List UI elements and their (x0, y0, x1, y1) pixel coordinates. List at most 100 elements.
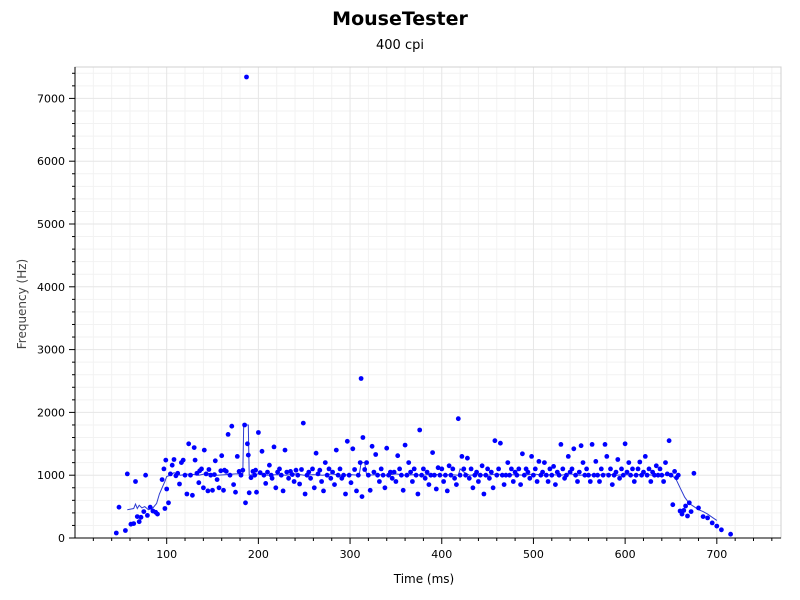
x-tick-label: 600 (615, 548, 636, 561)
data-point (672, 469, 677, 474)
data-point (141, 509, 147, 514)
data-point (510, 479, 516, 484)
data-point (315, 471, 321, 477)
data-point (203, 471, 209, 477)
data-point (516, 466, 522, 472)
data-point (408, 469, 413, 475)
data-point (488, 469, 494, 475)
data-point (452, 475, 457, 481)
data-point (630, 466, 635, 472)
data-point (182, 472, 188, 478)
data-point (624, 469, 630, 475)
data-point (400, 487, 406, 493)
data-point (359, 494, 365, 499)
data-point (302, 491, 308, 497)
data-point (465, 455, 470, 461)
data-point (598, 466, 604, 472)
data-point (439, 466, 445, 472)
data-point (335, 472, 341, 478)
data-point (233, 489, 238, 495)
data-point (205, 488, 211, 494)
data-point (313, 450, 319, 456)
data-point (319, 479, 324, 484)
data-point (549, 472, 555, 478)
data-point (362, 467, 368, 472)
data-point (344, 438, 350, 444)
data-point (295, 472, 301, 478)
data-point (350, 446, 356, 452)
data-point (520, 451, 525, 457)
data-point (719, 527, 724, 533)
data-point (411, 466, 417, 472)
data-point (446, 463, 452, 469)
data-point (487, 475, 492, 481)
data-point (261, 472, 267, 478)
data-point (637, 459, 643, 465)
data-point (505, 460, 511, 465)
data-point (280, 488, 286, 494)
data-point (540, 469, 545, 475)
data-point (333, 447, 339, 453)
data-point (584, 466, 589, 472)
data-point (269, 475, 275, 481)
data-point (300, 420, 306, 426)
data-point (399, 472, 404, 478)
data-point (223, 469, 229, 474)
data-point (565, 454, 571, 459)
data-point (609, 482, 615, 487)
data-point (244, 74, 249, 80)
data-point (317, 467, 323, 473)
minor-gridlines (75, 67, 781, 538)
data-point (236, 469, 242, 474)
data-point (180, 457, 186, 463)
data-point (666, 438, 672, 444)
data-point (432, 472, 437, 478)
data-point (691, 470, 697, 476)
data-point (564, 472, 569, 478)
data-point (631, 479, 637, 484)
data-point (714, 523, 720, 529)
data-point (218, 468, 224, 474)
data-point (490, 485, 496, 491)
data-point (354, 488, 359, 494)
y-tick-label: 4000 (37, 281, 65, 294)
data-point (494, 472, 500, 478)
data-point (602, 442, 608, 447)
data-point (448, 472, 454, 478)
data-point (435, 465, 441, 471)
data-point (466, 475, 472, 481)
data-point (212, 458, 218, 464)
data-point (229, 423, 235, 429)
data-point (328, 475, 334, 481)
data-point (225, 432, 231, 437)
data-point (234, 454, 240, 459)
data-point (348, 480, 354, 486)
data-point (310, 466, 315, 472)
data-point (397, 466, 402, 472)
data-point (558, 442, 564, 447)
data-point (681, 508, 687, 513)
data-point (227, 472, 233, 478)
data-point (622, 441, 628, 447)
data-point (186, 441, 192, 447)
data-point (404, 472, 410, 478)
data-point (470, 485, 476, 491)
data-point (395, 453, 401, 459)
data-point (375, 472, 380, 478)
data-point (507, 472, 512, 478)
data-point (245, 441, 250, 447)
data-point (628, 472, 633, 478)
data-point (238, 472, 244, 478)
data-point (586, 472, 591, 478)
data-point (479, 463, 485, 469)
data-point (263, 481, 269, 486)
x-tick-label: 500 (523, 548, 544, 561)
data-point (177, 481, 182, 487)
data-point (256, 430, 261, 435)
data-point (663, 460, 668, 465)
data-point (441, 479, 446, 484)
data-point (613, 469, 619, 475)
data-point (615, 457, 621, 462)
x-tick-label: 100 (156, 548, 177, 561)
data-point (608, 466, 613, 472)
